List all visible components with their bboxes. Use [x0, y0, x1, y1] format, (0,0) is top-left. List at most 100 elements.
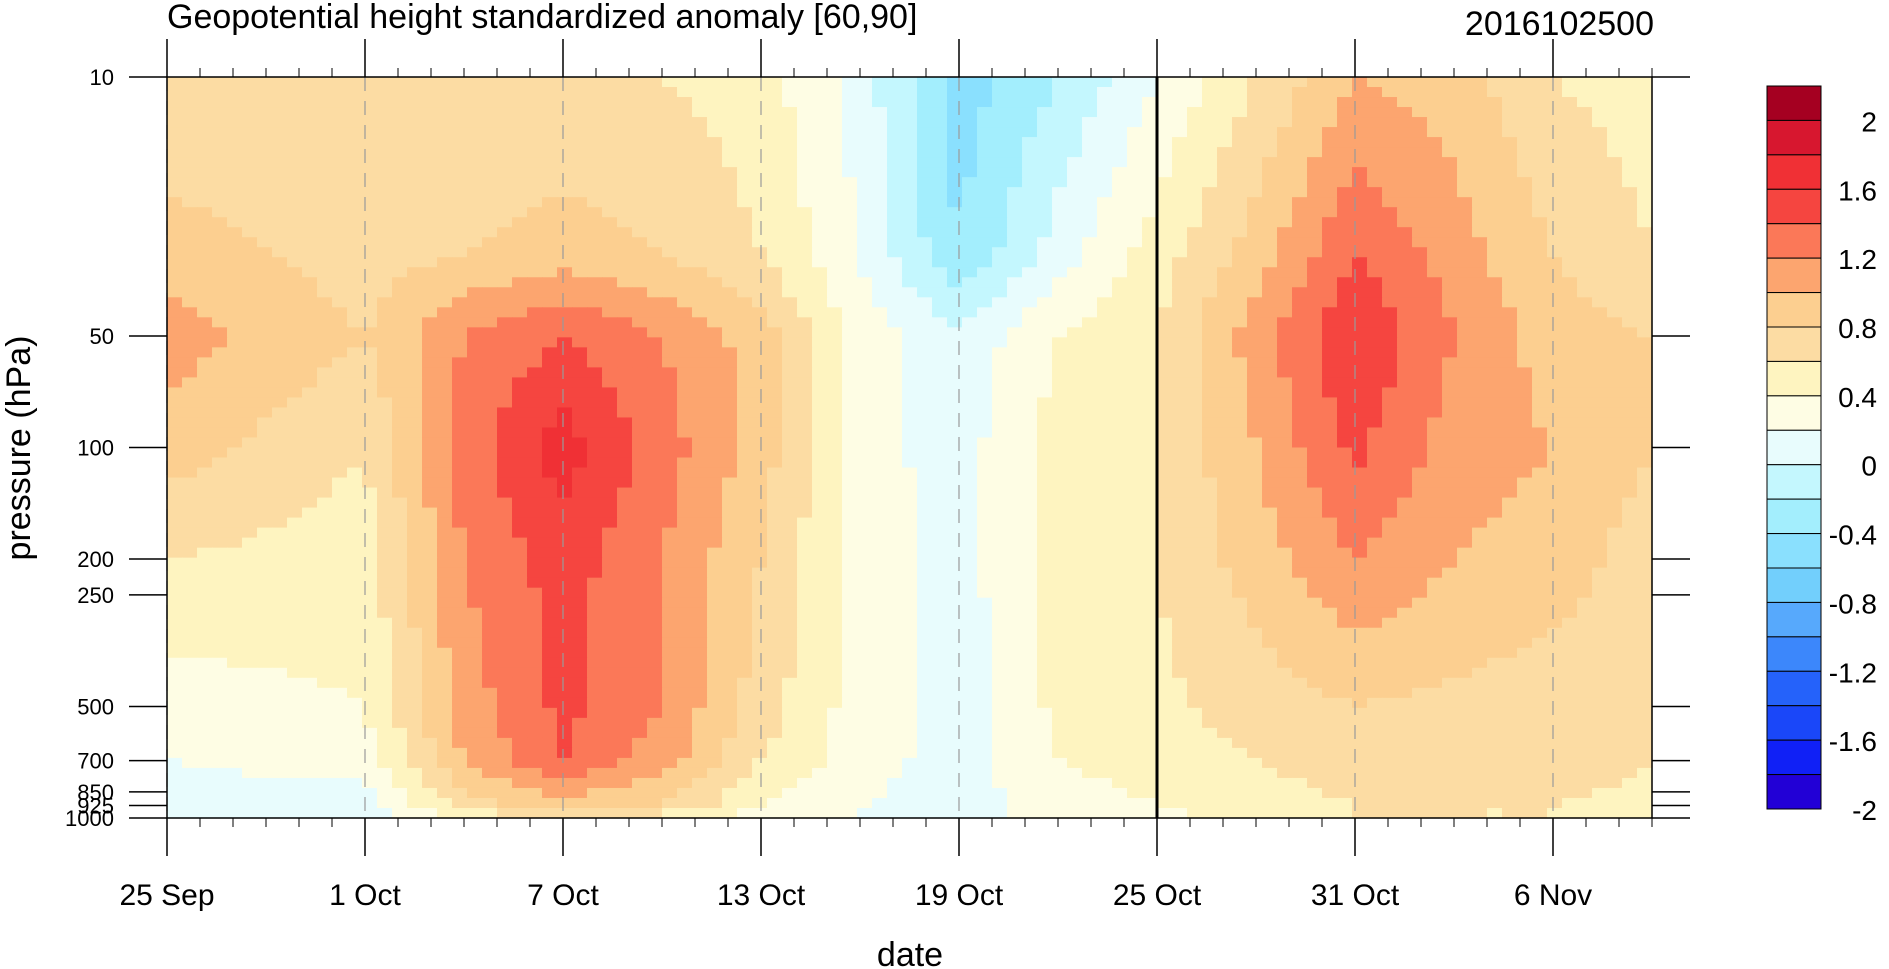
anomaly-cell: [1127, 77, 1143, 88]
anomaly-cell: [1322, 457, 1338, 469]
anomaly-cell: [437, 307, 453, 318]
anomaly-cell: [1367, 567, 1383, 579]
anomaly-cell: [1547, 257, 1563, 268]
anomaly-cell: [1007, 197, 1023, 208]
anomaly-cell: [932, 397, 948, 409]
anomaly-cell: [1427, 527, 1443, 539]
anomaly-cell: [1637, 437, 1653, 449]
anomaly-cell: [752, 347, 768, 358]
anomaly-cell: [257, 267, 273, 278]
anomaly-cell: [1382, 337, 1398, 348]
anomaly-cell: [1067, 517, 1083, 529]
anomaly-cell: [1442, 417, 1458, 429]
anomaly-cell: [1487, 377, 1503, 389]
anomaly-cell: [257, 307, 273, 318]
anomaly-cell: [647, 237, 663, 248]
anomaly-cell: [827, 217, 843, 228]
anomaly-cell: [377, 157, 393, 168]
anomaly-cell: [782, 347, 798, 358]
anomaly-cell: [827, 107, 843, 118]
anomaly-cell: [842, 357, 858, 368]
anomaly-cell: [1562, 527, 1578, 539]
anomaly-cell: [167, 157, 183, 168]
anomaly-cell: [1277, 177, 1293, 188]
anomaly-cell: [647, 487, 663, 499]
anomaly-cell: [1037, 77, 1053, 88]
anomaly-cell: [257, 227, 273, 238]
anomaly-cell: [1037, 317, 1053, 328]
anomaly-cell: [1412, 307, 1428, 318]
anomaly-cell: [422, 427, 438, 439]
anomaly-cell: [932, 87, 948, 98]
anomaly-cell: [932, 187, 948, 198]
anomaly-cell: [1637, 107, 1653, 118]
anomaly-cell: [452, 157, 468, 168]
anomaly-cell: [1577, 267, 1593, 278]
anomaly-cell: [1637, 187, 1653, 198]
anomaly-cell: [1622, 157, 1638, 168]
anomaly-cell: [917, 397, 933, 409]
anomaly-cell: [1127, 357, 1143, 368]
anomaly-cell: [182, 217, 198, 228]
anomaly-cell: [797, 497, 813, 509]
anomaly-cell: [1367, 87, 1383, 98]
anomaly-cell: [1622, 337, 1638, 348]
anomaly-cell: [632, 477, 648, 489]
anomaly-cell: [1037, 357, 1053, 368]
anomaly-cell: [602, 197, 618, 208]
anomaly-cell: [1532, 497, 1548, 509]
anomaly-cell: [542, 317, 558, 328]
anomaly-cell: [1142, 157, 1158, 168]
anomaly-cell: [227, 157, 243, 168]
anomaly-cell: [452, 477, 468, 489]
anomaly-cell: [332, 147, 348, 158]
anomaly-cell: [992, 357, 1008, 368]
anomaly-cell: [1157, 237, 1173, 248]
anomaly-cell: [332, 77, 348, 88]
anomaly-cell: [1502, 187, 1518, 198]
anomaly-cell: [1322, 447, 1338, 459]
anomaly-cell: [722, 277, 738, 288]
anomaly-cell: [182, 397, 198, 409]
anomaly-cell: [392, 507, 408, 519]
anomaly-cell: [1172, 227, 1188, 238]
anomaly-cell: [1082, 447, 1098, 459]
anomaly-cell: [1322, 207, 1338, 218]
anomaly-cell: [572, 327, 588, 338]
anomaly-cell: [1502, 387, 1518, 399]
anomaly-cell: [1232, 517, 1248, 529]
anomaly-cell: [1547, 247, 1563, 258]
anomaly-cell: [1157, 327, 1173, 338]
anomaly-cell: [977, 447, 993, 459]
anomaly-cell: [332, 357, 348, 368]
anomaly-cell: [1397, 227, 1413, 238]
anomaly-cell: [1367, 217, 1383, 228]
anomaly-cell: [347, 457, 363, 469]
anomaly-cell: [527, 217, 543, 228]
anomaly-cell: [227, 437, 243, 449]
anomaly-cell: [1622, 197, 1638, 208]
anomaly-cell: [1307, 147, 1323, 158]
anomaly-cell: [302, 97, 318, 108]
anomaly-cell: [602, 337, 618, 348]
anomaly-cell: [1262, 527, 1278, 539]
anomaly-cell: [752, 267, 768, 278]
anomaly-cell: [1052, 307, 1068, 318]
anomaly-cell: [1502, 467, 1518, 479]
anomaly-cell: [1187, 117, 1203, 128]
anomaly-cell: [857, 347, 873, 358]
anomaly-cell: [1427, 207, 1443, 218]
anomaly-cell: [767, 197, 783, 208]
anomaly-cell: [392, 237, 408, 248]
anomaly-cell: [1157, 507, 1173, 519]
anomaly-cell: [422, 307, 438, 318]
anomaly-cell: [332, 207, 348, 218]
anomaly-cell: [1067, 187, 1083, 198]
anomaly-cell: [827, 547, 843, 559]
anomaly-cell: [962, 77, 978, 88]
anomaly-cell: [1442, 177, 1458, 188]
anomaly-cell: [1262, 107, 1278, 118]
anomaly-cell: [992, 347, 1008, 358]
anomaly-cell: [767, 257, 783, 268]
anomaly-cell: [572, 457, 588, 469]
